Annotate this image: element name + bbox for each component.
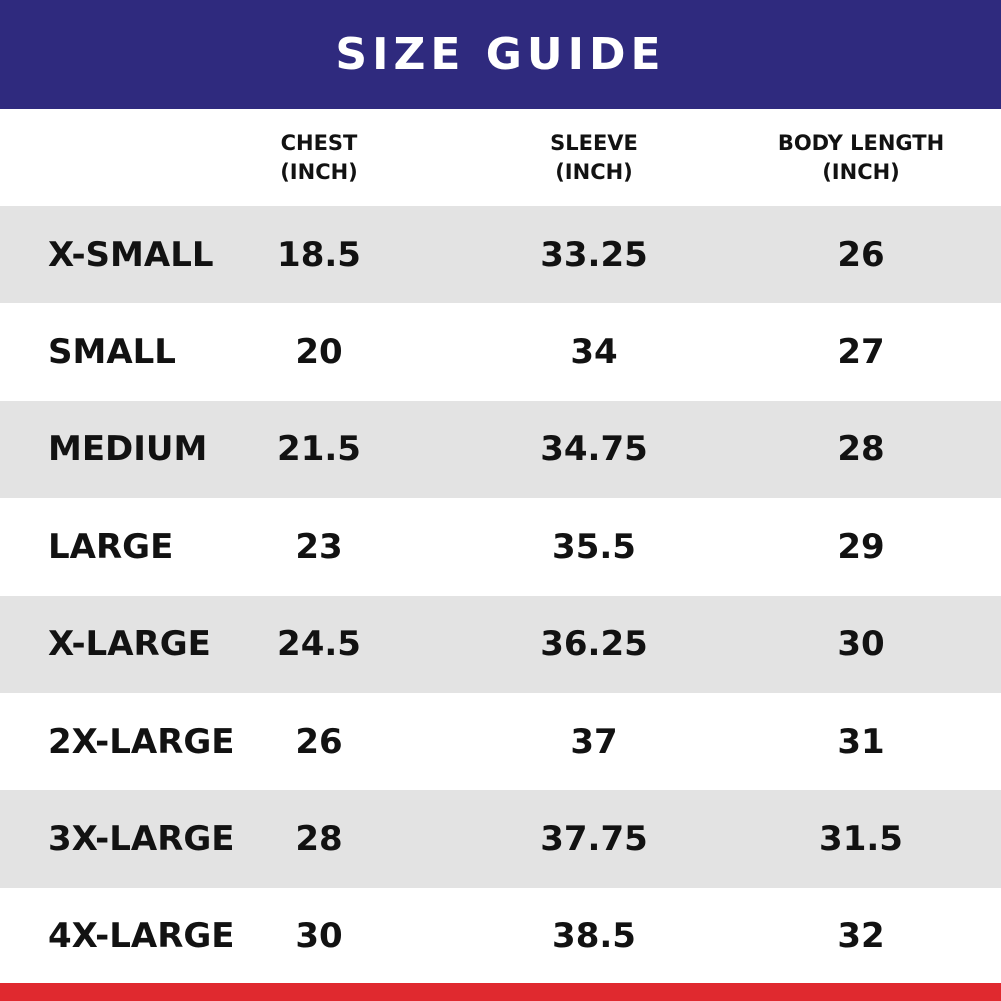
table-row: X-LARGE 24.5 36.25 30: [0, 595, 1001, 693]
title-banner: SIZE GUIDE: [0, 0, 1001, 109]
size-cell: 3X-LARGE: [48, 819, 235, 860]
chest-cell: 24.5: [277, 624, 361, 665]
column-header-label: CHEST: [280, 130, 358, 155]
table-row: SMALL 20 34 27: [0, 303, 1001, 401]
chest-cell: 28: [295, 819, 343, 860]
chest-cell: 30: [295, 916, 343, 957]
column-header-unit: (INCH): [822, 159, 900, 184]
sleeve-cell: 36.25: [540, 624, 648, 665]
body-length-cell: 31: [837, 721, 885, 762]
size-cell: LARGE: [48, 526, 174, 567]
table-row: LARGE 23 35.5 29: [0, 498, 1001, 596]
chest-cell: 26: [295, 721, 343, 762]
column-header-label: BODY LENGTH: [777, 130, 945, 155]
sleeve-cell: 38.5: [552, 916, 636, 957]
table-row: 3X-LARGE 28 37.75 31.5: [0, 790, 1001, 888]
table-row: 2X-LARGE 26 37 31: [0, 692, 1001, 791]
column-header-label: SLEEVE: [550, 130, 638, 155]
table-row: MEDIUM 21.5 34.75 28: [0, 400, 1001, 499]
size-cell: MEDIUM: [48, 429, 208, 470]
body-length-cell: 26: [837, 234, 885, 275]
body-length-cell: 28: [837, 429, 885, 470]
chest-cell: 18.5: [277, 234, 361, 275]
column-header-body-length: BODY LENGTH (INCH): [740, 109, 982, 206]
column-header-chest: CHEST (INCH): [238, 109, 400, 206]
sleeve-cell: 37.75: [540, 819, 648, 860]
chest-cell: 21.5: [277, 429, 361, 470]
sleeve-cell: 34.75: [540, 429, 648, 470]
accent-bar: [0, 983, 1001, 1001]
table-header: CHEST (INCH) SLEEVE (INCH) BODY LENGTH (…: [0, 109, 1001, 206]
column-header-sleeve: SLEEVE (INCH): [489, 109, 699, 206]
table-row: 4X-LARGE 30 38.5 32: [0, 887, 1001, 986]
sleeve-cell: 37: [570, 721, 618, 762]
chest-cell: 20: [295, 332, 343, 373]
size-cell: 2X-LARGE: [48, 721, 235, 762]
sleeve-cell: 35.5: [552, 526, 636, 567]
body-length-cell: 30: [837, 624, 885, 665]
body-length-cell: 31.5: [819, 819, 903, 860]
size-cell: 4X-LARGE: [48, 916, 235, 957]
chest-cell: 23: [295, 526, 343, 567]
table-row: X-SMALL 18.5 33.25 26: [0, 206, 1001, 304]
body-length-cell: 32: [837, 916, 885, 957]
size-cell: SMALL: [48, 332, 176, 373]
sleeve-cell: 33.25: [540, 234, 648, 275]
column-header-unit: (INCH): [555, 159, 633, 184]
column-header-unit: (INCH): [280, 159, 358, 184]
page-title: SIZE GUIDE: [335, 28, 666, 80]
body-length-cell: 29: [837, 526, 885, 567]
size-cell: X-LARGE: [48, 624, 211, 665]
size-table-body: X-SMALL 18.5 33.25 26 SMALL 20 34 27 MED…: [0, 206, 1001, 986]
size-cell: X-SMALL: [48, 234, 214, 275]
body-length-cell: 27: [837, 332, 885, 373]
sleeve-cell: 34: [570, 332, 618, 373]
